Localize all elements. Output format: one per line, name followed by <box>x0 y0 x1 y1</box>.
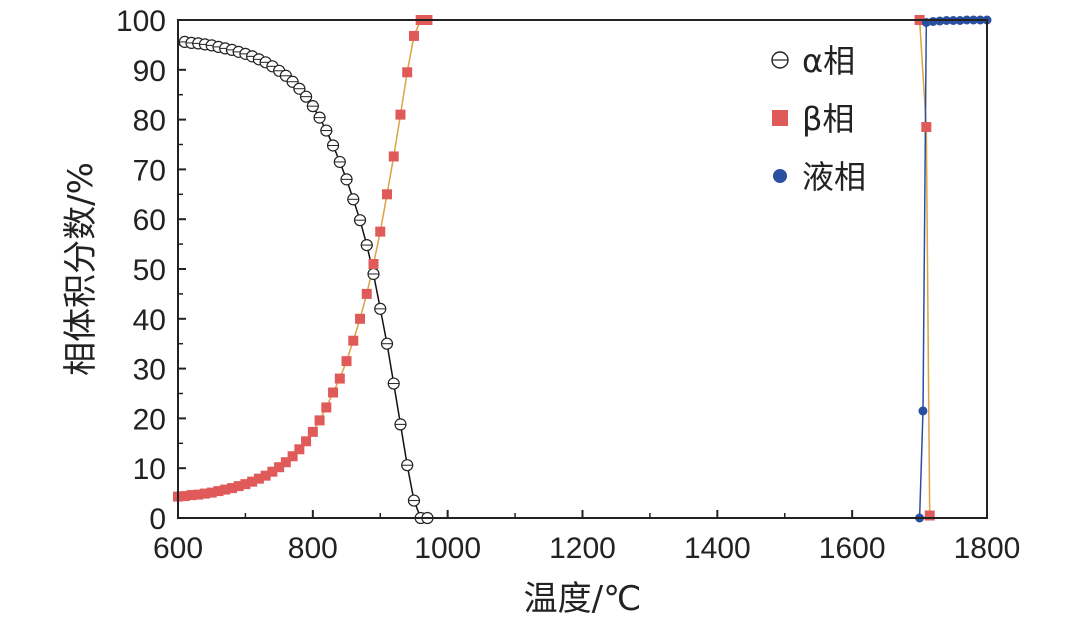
y-axis: 0 10 20 30 40 50 60 70 80 90 100 <box>116 5 186 536</box>
series-point <box>328 387 339 398</box>
y-axis-title: 相体积分数/% <box>61 162 101 376</box>
series-point <box>247 476 258 487</box>
series-point <box>402 67 413 78</box>
legend-item: α相 <box>771 42 855 80</box>
series-point <box>348 335 359 346</box>
x-axis-title: 温度/℃ <box>524 579 642 619</box>
legend-marker <box>771 51 789 69</box>
series-point <box>924 510 935 521</box>
y-tick-label: 100 <box>116 5 166 38</box>
series-point <box>280 457 291 468</box>
legend-marker <box>772 110 788 126</box>
series-point <box>368 259 379 270</box>
x-tick-label: 1600 <box>819 532 886 565</box>
series-point <box>921 122 932 133</box>
series-point <box>388 151 399 162</box>
series-point <box>253 473 264 484</box>
series-point <box>326 139 340 152</box>
series-point <box>293 82 306 95</box>
series-point <box>179 491 190 502</box>
series-point <box>220 484 231 495</box>
legend-label: 液相 <box>802 158 866 196</box>
x-tick-label: 1200 <box>549 532 616 565</box>
series-point <box>394 418 407 431</box>
series-point <box>267 466 278 477</box>
series-point <box>213 486 224 497</box>
series-point <box>340 173 353 186</box>
series-point <box>240 479 251 490</box>
series-point <box>360 238 373 252</box>
series-point <box>313 111 326 124</box>
y-tick-label: 20 <box>133 403 166 436</box>
series-point <box>408 30 419 41</box>
plot-frame <box>177 19 988 519</box>
series-point <box>233 481 244 492</box>
series-point <box>407 494 421 507</box>
y-tick-label: 70 <box>133 154 166 187</box>
series-point <box>387 377 400 390</box>
series-line-0 <box>184 41 428 519</box>
series-point <box>361 288 372 299</box>
series-point <box>334 373 345 384</box>
series-point <box>294 444 305 455</box>
series-point <box>260 470 271 481</box>
series-point <box>206 487 217 498</box>
series-point <box>199 488 210 499</box>
series-markers <box>173 15 992 525</box>
y-tick-label: 40 <box>133 304 166 337</box>
series-point <box>341 356 352 367</box>
series-line-1 <box>177 19 931 516</box>
series-point <box>347 193 360 206</box>
y-tick-label: 10 <box>133 453 166 486</box>
y-tick-label: 80 <box>133 105 166 138</box>
legend-item: β相 <box>772 100 854 138</box>
series-point <box>299 90 313 103</box>
series-point <box>374 302 387 315</box>
x-tick-label: 600 <box>153 532 203 565</box>
y-tick-label: 60 <box>133 204 166 237</box>
series-point <box>301 436 312 447</box>
series-point <box>321 402 332 413</box>
series-point <box>306 100 319 113</box>
series-point <box>375 226 386 237</box>
x-tick-label: 1800 <box>954 532 1021 565</box>
series-point <box>367 267 380 281</box>
series-point <box>274 462 285 473</box>
series-point <box>287 451 298 462</box>
y-tick-label: 90 <box>133 55 166 88</box>
series-point <box>226 483 237 494</box>
y-tick-label: 50 <box>133 254 166 287</box>
series-point <box>918 406 928 416</box>
x-axis: 600 800 1000 1200 1400 1600 1800 <box>153 510 1020 565</box>
series-point <box>320 124 333 137</box>
legend-marker <box>773 169 787 183</box>
series-point <box>355 313 366 324</box>
x-tick-label: 800 <box>288 532 338 565</box>
series-point <box>381 189 392 200</box>
x-tick-label: 1000 <box>414 532 481 565</box>
y-tick-label: 30 <box>133 354 166 387</box>
series-point <box>333 155 346 169</box>
legend-label: α相 <box>802 42 855 80</box>
legend-label: β相 <box>802 100 854 138</box>
series-point <box>307 426 318 437</box>
legend-item: 液相 <box>773 158 866 196</box>
series-point <box>353 214 367 227</box>
series-point <box>314 415 325 426</box>
series-point <box>193 489 204 500</box>
x-tick-label: 1400 <box>684 532 751 565</box>
series-point <box>380 337 394 350</box>
series-point <box>395 109 406 120</box>
series-point <box>186 490 197 501</box>
y-tick-label: 0 <box>149 503 166 536</box>
series-point <box>401 459 414 472</box>
